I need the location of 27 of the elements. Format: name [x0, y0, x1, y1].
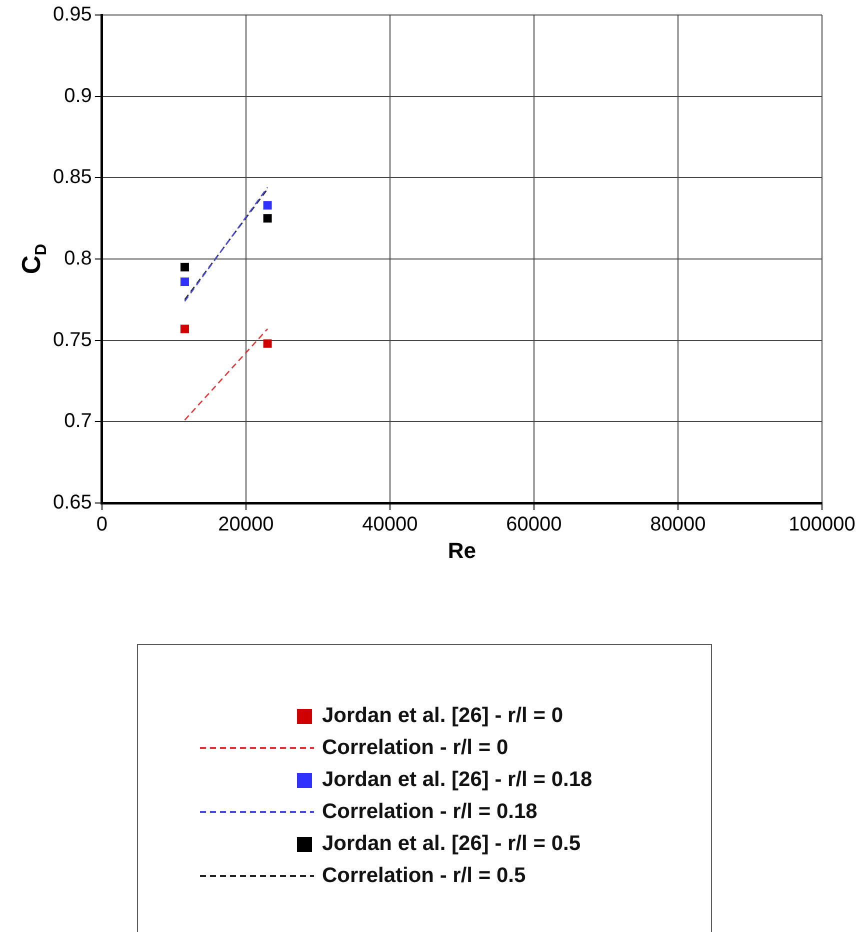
y-tick-label: 0.95 [52, 4, 92, 26]
legend-label: Jordan et al. [26] - r/l = 0 [322, 704, 563, 727]
y-tick-label: 0.65 [52, 492, 92, 514]
x-tick-label: 60000 [506, 514, 562, 536]
legend-label: Correlation - r/l = 0.18 [322, 800, 538, 823]
y-tick-label: 0.7 [64, 410, 92, 432]
x-tick-label: 40000 [362, 514, 418, 536]
y-tick-label: 0.75 [52, 328, 92, 351]
y-tick-label: 0.9 [64, 84, 92, 107]
x-axis-title: Re [448, 538, 476, 563]
x-tick-label: 20000 [218, 514, 274, 536]
x-tick-label: 80000 [650, 514, 706, 536]
legend-label: Correlation - r/l = 0.5 [322, 864, 526, 887]
point [263, 201, 272, 210]
legend-label: Correlation - r/l = 0 [322, 736, 508, 759]
point [263, 214, 272, 223]
y-tick-label: 0.85 [52, 166, 92, 188]
point [180, 324, 189, 334]
x-tick-label: 100000 [788, 514, 856, 536]
legend-label: Jordan et al. [26] - r/l = 0.18 [322, 768, 593, 791]
point [180, 278, 189, 286]
y-axis-title: CD [16, 244, 50, 274]
x-tick-label: 0 [96, 514, 108, 536]
y-tick-label: 0.8 [64, 248, 92, 270]
point [263, 339, 272, 348]
point [180, 262, 189, 272]
legend-label: Jordan et al. [26] - r/l = 0.5 [322, 832, 581, 855]
